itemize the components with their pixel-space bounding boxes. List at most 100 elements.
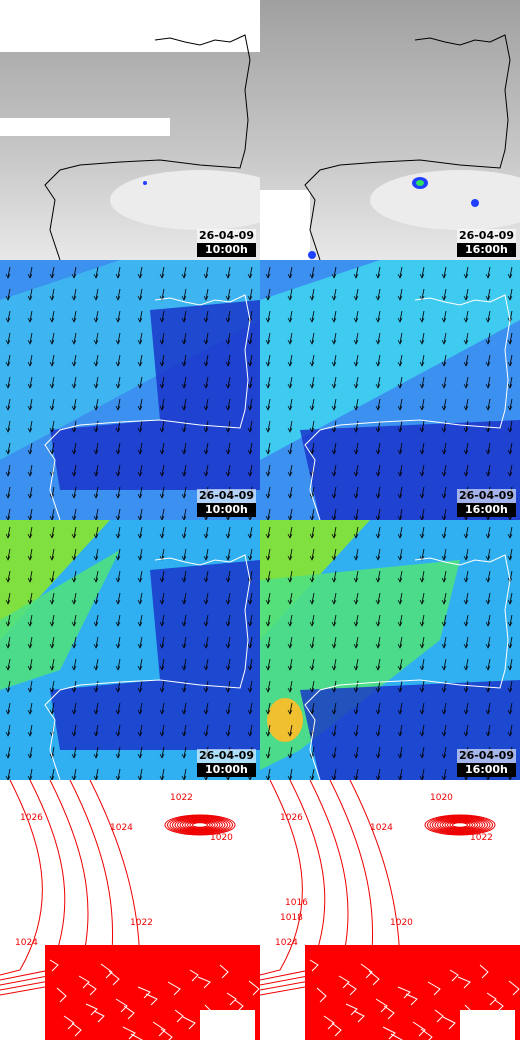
wind-arrow-head	[397, 731, 403, 737]
wind-arrow-head	[49, 577, 55, 583]
contour-label: 1024	[110, 823, 133, 833]
wind-arrow-head	[5, 533, 11, 539]
wind-arrow	[487, 310, 491, 322]
wind-arrow	[487, 398, 491, 410]
wind-arrow-head	[419, 471, 425, 477]
coastline	[304, 294, 511, 520]
wind-arrow	[227, 702, 231, 714]
wind-arrow-head	[181, 427, 187, 433]
wind-arrow-head	[247, 533, 253, 539]
wind-arrow	[377, 636, 381, 648]
isobar-gap	[160, 1028, 173, 1040]
wind-arrow-head	[115, 643, 121, 649]
wind-arrow	[161, 420, 165, 432]
wind-arrow	[267, 332, 271, 344]
wind-arrow-head	[115, 533, 121, 539]
wind-arrow-head	[5, 555, 11, 561]
wind-arrow-head	[203, 295, 209, 301]
wind-arrow-head	[309, 687, 315, 693]
wind-arrow-head	[397, 493, 403, 499]
wind-arrow-head	[5, 493, 11, 499]
wind-arrow-head	[287, 339, 293, 345]
wind-arrow-head	[181, 665, 187, 671]
wind-arrow-head	[247, 515, 253, 520]
wind-arrow-head	[247, 339, 253, 345]
isobar-gap	[479, 964, 489, 979]
contour-label: 1022	[170, 793, 193, 803]
isobar	[172, 816, 228, 834]
map: 1026 1024 1020 1022 1024 1020 1018 1016	[260, 780, 520, 1040]
wind-arrow	[421, 680, 425, 692]
wind-arrow-head	[93, 599, 99, 605]
wind-arrow	[355, 636, 359, 648]
wind-arrow-head	[397, 687, 403, 693]
wind-arrow	[161, 746, 165, 758]
wind-arrow-head	[181, 449, 187, 455]
wind-arrow	[7, 332, 11, 344]
wind-arrow	[139, 288, 143, 300]
wind-arrow-head	[159, 599, 165, 605]
wind-arrow	[333, 636, 337, 648]
wind-arrow	[355, 464, 359, 476]
wind-arrow-head	[137, 687, 143, 693]
wind-arrow-head	[265, 731, 271, 737]
wind-arrow-head	[463, 295, 469, 301]
wind-arrow-head	[225, 775, 231, 780]
wind-arrow-head	[203, 599, 209, 605]
wind-arrow	[95, 548, 99, 560]
wind-arrow	[249, 636, 253, 648]
wind-arrow-head	[225, 599, 231, 605]
wind-arrow	[443, 332, 447, 344]
wind-arrow	[95, 266, 99, 278]
isobar-gap	[420, 1028, 433, 1040]
wind-arrow	[399, 680, 403, 692]
wind-arrow	[51, 526, 55, 538]
wind-arrow-head	[49, 449, 55, 455]
wind-arrow	[311, 768, 315, 780]
wind-arrow	[117, 332, 121, 344]
wind-arrow-head	[287, 317, 293, 323]
map-panel: 1026 1024 1022 1020 1024 1022	[0, 780, 260, 1040]
wind-arrow	[139, 398, 143, 410]
wind-arrow-head	[265, 753, 271, 759]
wind-arrow-head	[137, 471, 143, 477]
wind-arrow-head	[507, 709, 513, 715]
wind-arrow-head	[375, 533, 381, 539]
wind-arrow-head	[463, 471, 469, 477]
timestamp: 26-04-09 10:00h	[196, 229, 256, 257]
wind-arrow-head	[485, 361, 491, 367]
wind-arrow-head	[225, 709, 231, 715]
wind-arrow-head	[247, 295, 253, 301]
wind-arrow	[161, 526, 165, 538]
wind-arrow-head	[265, 775, 271, 780]
wind-arrow	[139, 420, 143, 432]
wind-arrow-head	[419, 753, 425, 759]
wind-arrow-head	[49, 775, 55, 780]
wind-arrow-head	[49, 273, 55, 279]
wind-arrow	[311, 570, 315, 582]
wind-arrow	[73, 486, 77, 498]
wind-arrow	[95, 614, 99, 626]
wind-arrow	[443, 310, 447, 322]
wind-arrow-head	[353, 687, 359, 693]
wind-arrow-head	[159, 621, 165, 627]
wind-arrow	[227, 266, 231, 278]
contour-label: 1020	[210, 833, 233, 843]
wind-arrow-head	[463, 621, 469, 627]
wind-arrow-head	[485, 599, 491, 605]
wind-arrow	[487, 288, 491, 300]
wind-arrow-head	[441, 621, 447, 627]
wind-arrow	[333, 548, 337, 560]
isobar-gap	[316, 987, 327, 1003]
wind-arrow-head	[181, 295, 187, 301]
wind-arrow	[487, 442, 491, 454]
wind-arrow-head	[71, 405, 77, 411]
wind-arrow-head	[441, 533, 447, 539]
wind-arrow	[227, 548, 231, 560]
wind-arrow-head	[203, 361, 209, 367]
wind-arrow-head	[5, 775, 11, 780]
wind-arrow	[7, 442, 11, 454]
wind-arrow	[487, 680, 491, 692]
wind-arrow	[421, 354, 425, 366]
wind-arrow	[289, 702, 293, 714]
